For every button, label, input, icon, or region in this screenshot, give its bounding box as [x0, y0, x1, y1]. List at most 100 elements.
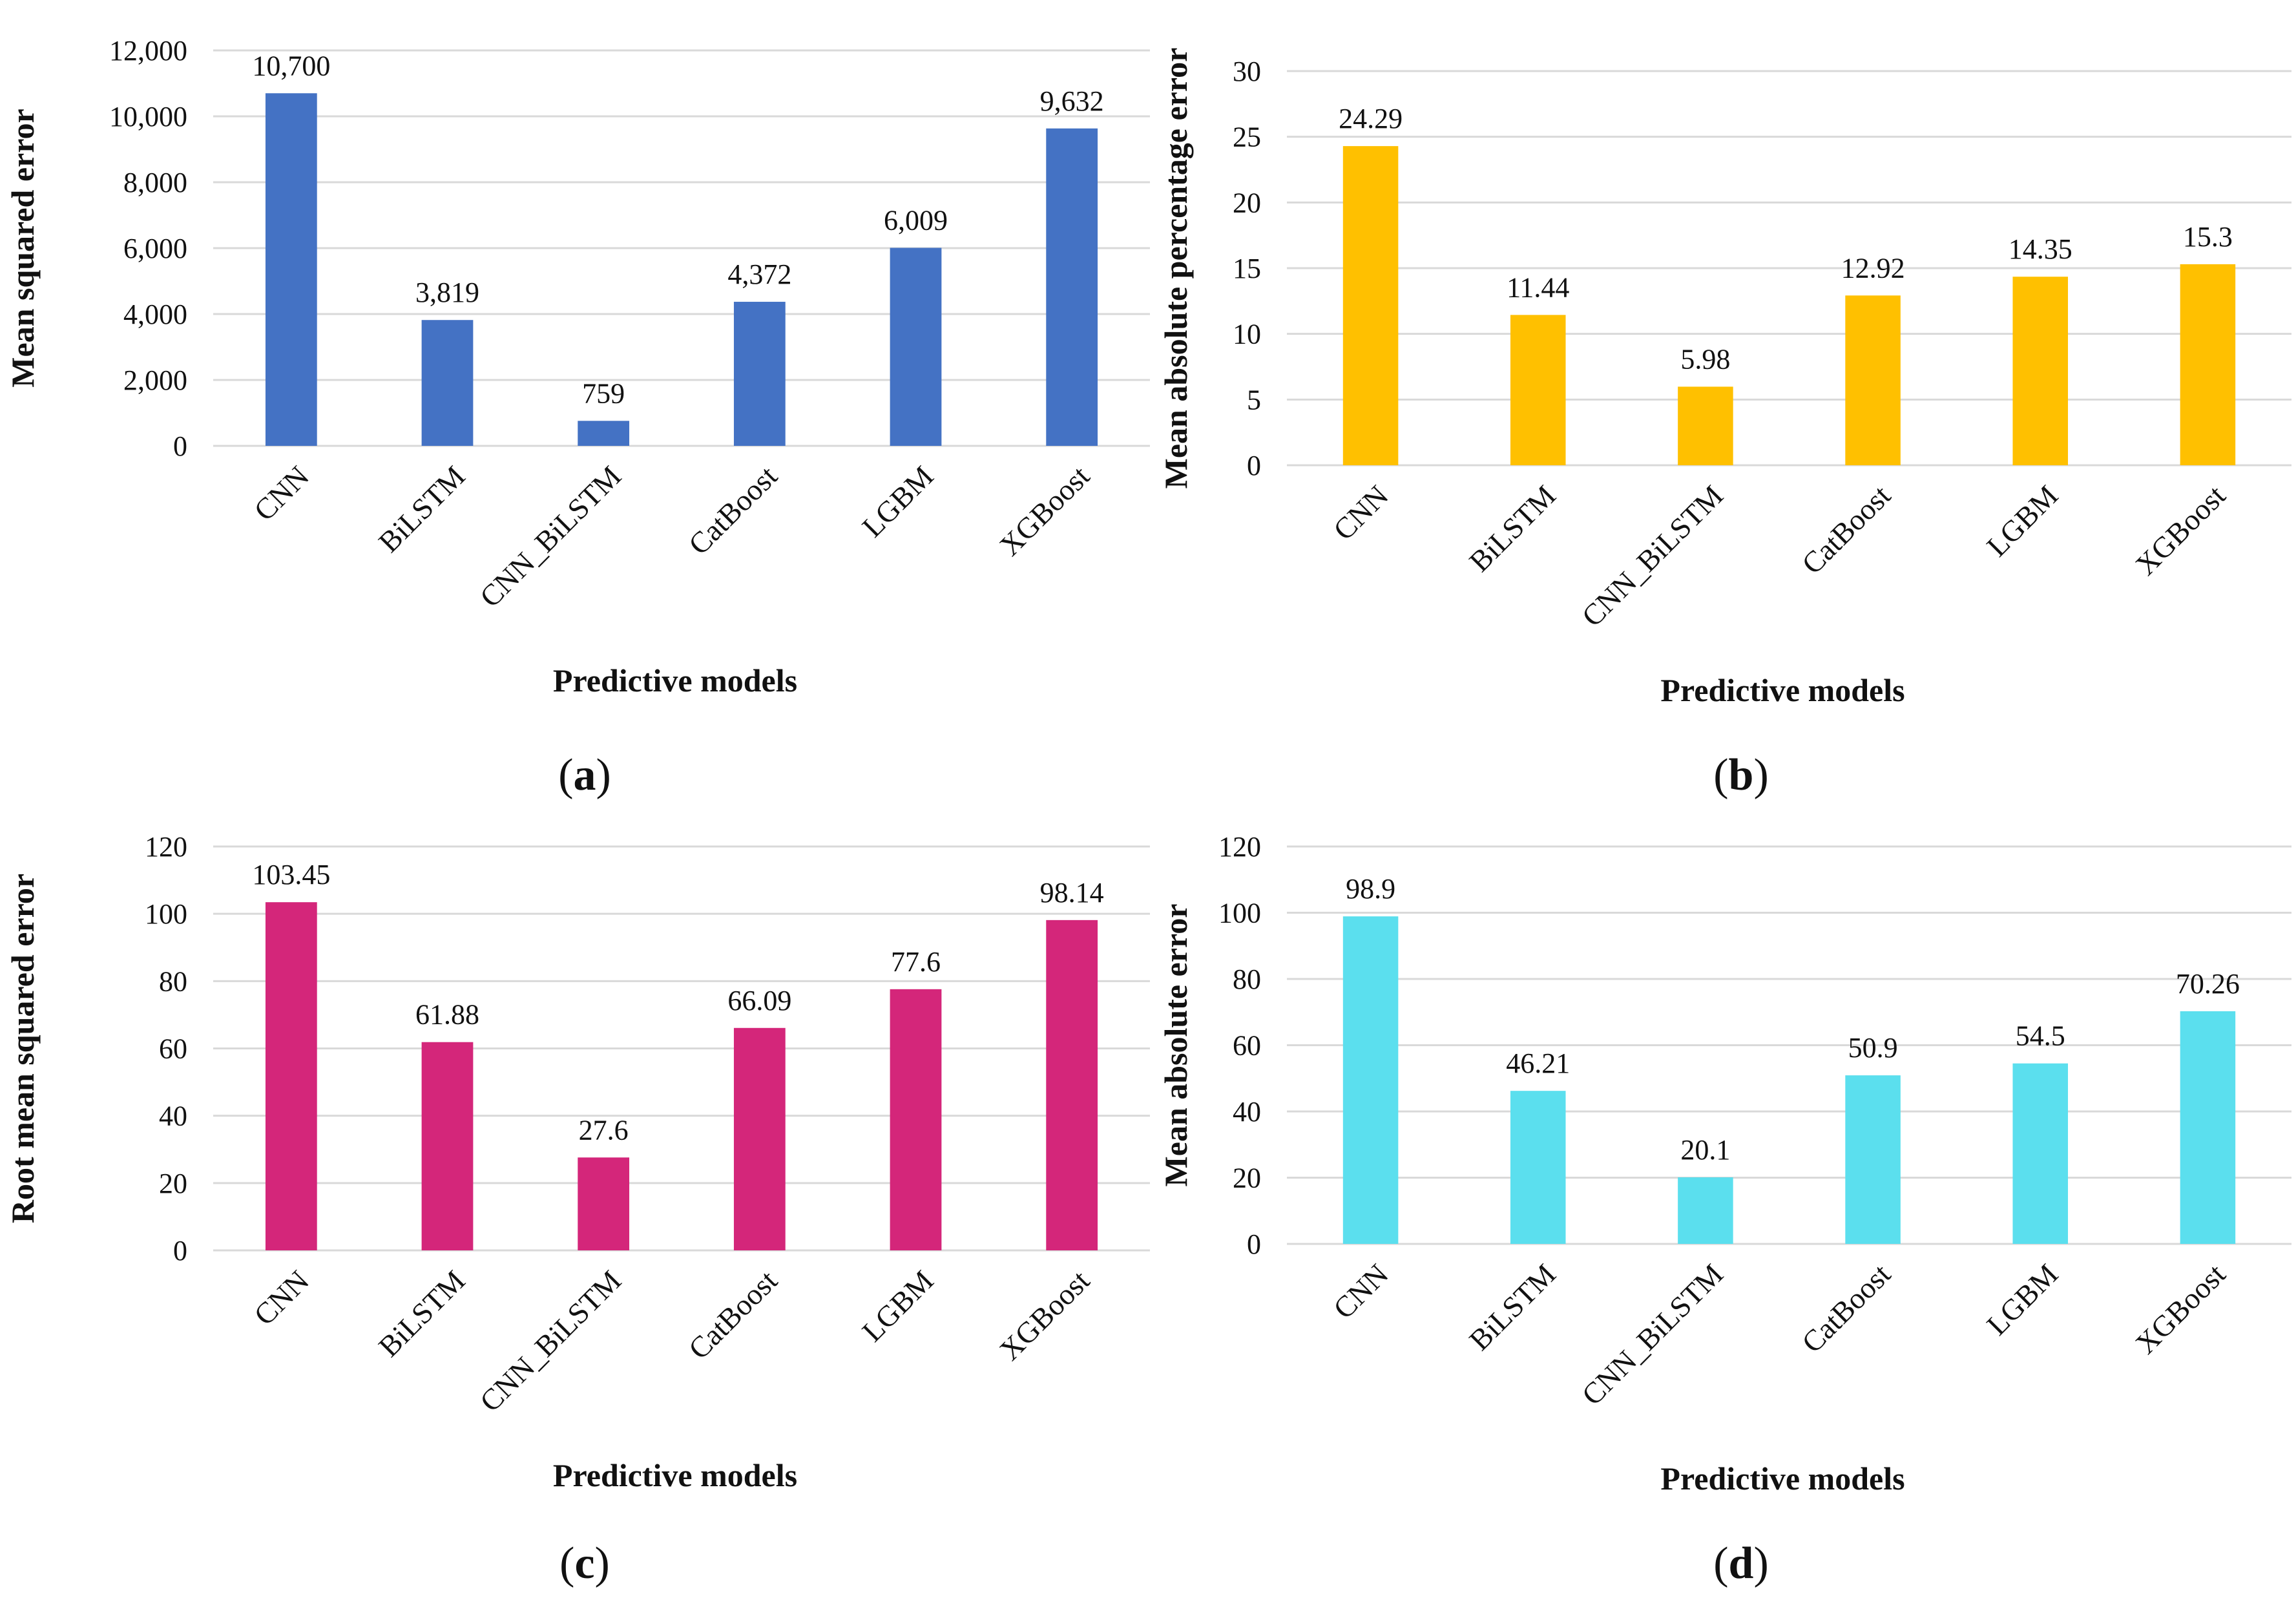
- data-label: 3,819: [415, 277, 479, 308]
- data-label: 103.45: [252, 859, 330, 890]
- data-label: 24.29: [1339, 103, 1403, 134]
- bar-bilstm: [1510, 315, 1566, 465]
- x-tick-label: BiLSTM: [1463, 479, 1562, 578]
- bar-xgboost: [1046, 920, 1098, 1250]
- bar-lgbm: [890, 247, 942, 446]
- bar-cnn-bilstm: [578, 1157, 630, 1250]
- bar-bilstm: [1510, 1091, 1566, 1244]
- chart-panel-c: 0 20 40 60 80 100 120 103.45 CNN 61.88 BiLSTM 27.6 C…: [0, 804, 1150, 1609]
- x-tick-label: LGBM: [1980, 1257, 2064, 1341]
- caption-b-letter: b: [1728, 750, 1754, 800]
- y-tick-label: 80: [159, 965, 187, 997]
- data-label: 10,700: [252, 50, 330, 81]
- bar-cnn: [265, 902, 317, 1250]
- data-label: 54.5: [2016, 1020, 2065, 1052]
- bar-bilstm: [421, 320, 474, 446]
- y-tick-label: 20: [1233, 1162, 1261, 1194]
- y-tick-label: 0: [173, 1235, 187, 1267]
- x-axis-title: Predictive models: [1660, 672, 1905, 708]
- data-label: 46.21: [1506, 1047, 1570, 1079]
- y-tick-label: 6,000: [123, 233, 187, 264]
- data-label: 50.9: [1848, 1032, 1898, 1064]
- y-tick-label: 15: [1233, 253, 1261, 284]
- x-tick-label: CNN: [1327, 479, 1395, 547]
- bar-cnn: [265, 93, 317, 447]
- x-tick-label: CatBoost: [682, 1264, 784, 1365]
- x-tick-label: CNN_BiLSTM: [474, 1264, 627, 1418]
- x-tick-label: XGBoost: [993, 1264, 1096, 1367]
- bar-cnn-bilstm: [578, 421, 630, 446]
- bar-lgbm: [890, 989, 942, 1250]
- x-tick-label: BiLSTM: [372, 459, 472, 559]
- data-label: 77.6: [891, 946, 941, 978]
- data-label: 61.88: [415, 999, 479, 1031]
- bar-catboost: [1845, 295, 1901, 465]
- y-tick-label: 30: [1233, 56, 1261, 87]
- y-tick-label: 40: [159, 1100, 187, 1132]
- chart-d-svg: 0 20 40 60 80 100 120 98.9 CNN 46.21 BiLSTM 20.1 CNN…: [1158, 831, 2291, 1497]
- x-tick-label: CatBoost: [1795, 1257, 1897, 1359]
- caption-a: (a): [558, 750, 611, 800]
- data-label: 14.35: [2009, 233, 2072, 265]
- data-label: 6,009: [884, 205, 948, 237]
- y-tick-label: 100: [1218, 898, 1261, 929]
- x-tick-label: CNN_BiLSTM: [1576, 1257, 1729, 1411]
- y-tick-label: 20: [159, 1168, 187, 1199]
- data-label: 12.92: [1841, 252, 1905, 284]
- bar-catboost: [1845, 1075, 1901, 1244]
- x-tick-label: CNN_BiLSTM: [1576, 479, 1729, 633]
- y-axis-title: Mean absolute percentage error: [1158, 48, 1194, 489]
- bar-cnn-bilstm: [1678, 386, 1733, 465]
- caption-b: (b): [1713, 750, 1769, 800]
- y-axis-title: Mean squared error: [5, 109, 41, 387]
- x-tick-label: CNN: [247, 1264, 315, 1332]
- x-tick-label: CNN_BiLSTM: [474, 459, 627, 613]
- chart-b-svg: 0 5 10 15 20 25 30 24.29 CNN 11.44 BiLSTM 5.98 CNN_B…: [1158, 48, 2291, 708]
- data-label: 11.44: [1507, 271, 1569, 303]
- data-label: 98.14: [1040, 877, 1104, 909]
- y-tick-label: 100: [145, 898, 187, 930]
- x-tick-label: BiLSTM: [1463, 1257, 1562, 1357]
- data-label: 759: [582, 377, 625, 409]
- x-tick-label: CatBoost: [1795, 479, 1897, 580]
- y-tick-label: 25: [1233, 121, 1261, 153]
- y-tick-label: 5: [1247, 384, 1261, 415]
- bar-lgbm: [2012, 1063, 2069, 1244]
- x-axis-title: Predictive models: [553, 662, 797, 699]
- y-tick-label: 0: [173, 430, 187, 462]
- bar-catboost: [733, 302, 786, 446]
- chart-c-svg: 0 20 40 60 80 100 120 103.45 CNN 61.88 BiLSTM 27.6 C…: [5, 831, 1150, 1493]
- bar-xgboost: [2180, 1011, 2236, 1244]
- data-label: 4,372: [727, 258, 791, 290]
- y-tick-label: 12,000: [109, 35, 187, 67]
- x-axis-title: Predictive models: [553, 1457, 797, 1493]
- y-axis-title: Mean absolute error: [1158, 904, 1194, 1187]
- bar-catboost: [733, 1027, 786, 1250]
- caption-d: (d): [1713, 1539, 1769, 1588]
- data-label: 5.98: [1680, 343, 1730, 375]
- bar-lgbm: [2012, 277, 2069, 465]
- data-label: 27.6: [579, 1114, 629, 1146]
- data-label: 66.09: [727, 985, 791, 1016]
- y-tick-label: 20: [1233, 187, 1261, 218]
- y-tick-label: 0: [1247, 1228, 1261, 1260]
- x-tick-label: XGBoost: [2129, 479, 2232, 582]
- y-tick-label: 120: [145, 831, 187, 863]
- y-tick-label: 4,000: [123, 299, 187, 330]
- bar-cnn: [1342, 916, 1399, 1244]
- y-tick-label: 60: [159, 1033, 187, 1065]
- chart-panel-a: 0 2,000 4,000 6,000 8,000 10,000 12,000 10,700 C…: [0, 0, 1150, 804]
- x-tick-label: BiLSTM: [372, 1264, 472, 1363]
- y-tick-label: 80: [1233, 963, 1261, 995]
- x-tick-label: LGBM: [1980, 479, 2064, 563]
- caption-c-letter: c: [574, 1539, 595, 1588]
- chart-panel-b: 0 5 10 15 20 25 30 24.29 CNN 11.44 BiLSTM 5.98 CNN_B…: [1148, 0, 2296, 804]
- y-tick-label: 0: [1247, 450, 1261, 481]
- bar-cnn: [1342, 146, 1399, 465]
- data-label: 70.26: [2176, 968, 2240, 1000]
- y-tick-label: 120: [1218, 831, 1261, 863]
- y-tick-label: 10,000: [109, 101, 187, 132]
- x-tick-label: XGBoost: [2129, 1257, 2232, 1360]
- bar-xgboost: [1046, 128, 1098, 446]
- data-label: 15.3: [2183, 221, 2233, 253]
